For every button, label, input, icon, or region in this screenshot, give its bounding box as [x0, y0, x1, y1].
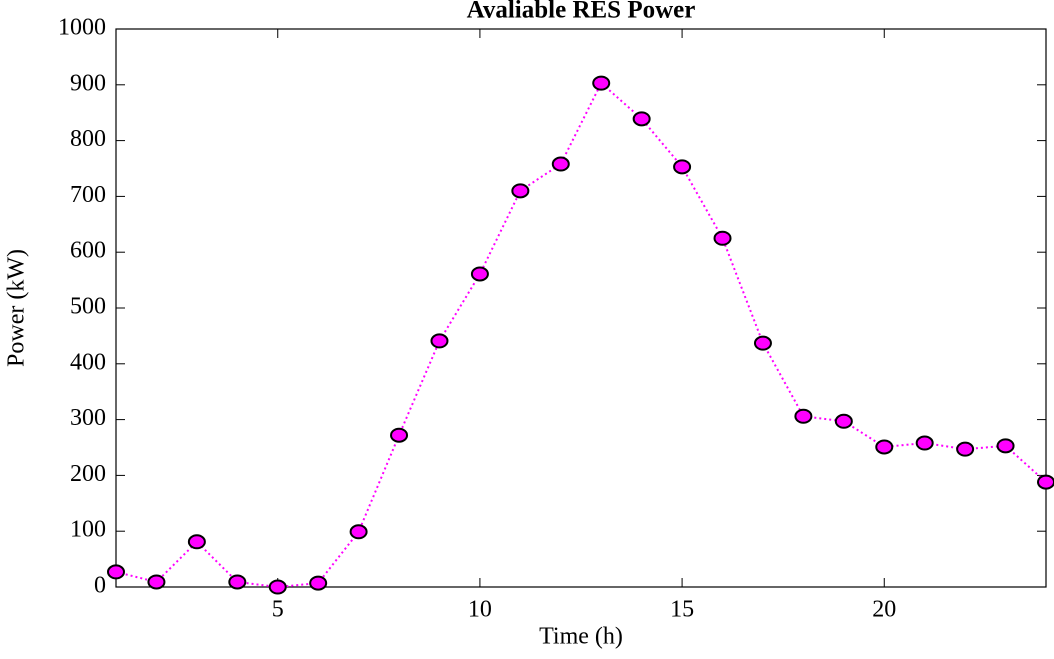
- y-tick-label: 900: [70, 70, 106, 96]
- marker: [592, 75, 611, 91]
- marker: [430, 333, 449, 349]
- marker: [875, 439, 894, 455]
- marker: [147, 574, 166, 590]
- marker: [915, 435, 934, 451]
- y-tick-label: 500: [70, 294, 106, 320]
- plot-frame: [115, 28, 1047, 588]
- x-tick-label: 10: [468, 597, 492, 623]
- y-tick-label: 700: [70, 182, 106, 208]
- y-tick-label: 1000: [58, 15, 106, 41]
- marker: [349, 524, 368, 540]
- marker: [996, 438, 1015, 454]
- marker: [713, 230, 732, 246]
- chart-title: Avaliable RES Power: [467, 0, 696, 24]
- marker: [268, 579, 287, 595]
- y-tick-label: 200: [70, 461, 106, 487]
- marker: [632, 111, 651, 127]
- x-tick-label: 15: [670, 597, 694, 623]
- marker: [309, 575, 328, 591]
- marker: [470, 266, 489, 282]
- marker: [834, 413, 853, 429]
- marker: [228, 574, 247, 590]
- marker: [107, 564, 125, 580]
- marker: [551, 156, 570, 172]
- marker: [753, 335, 772, 351]
- y-tick-label: 400: [70, 349, 106, 375]
- x-tick-label: 5: [272, 597, 284, 623]
- y-tick-label: 100: [70, 517, 106, 543]
- marker: [511, 183, 530, 199]
- y-axis-label: Power (kW): [4, 249, 30, 367]
- marker: [1037, 474, 1054, 490]
- x-axis-label: Time (h): [539, 624, 623, 650]
- series-line: [115, 81, 1047, 589]
- x-tick-label: 20: [872, 597, 896, 623]
- marker: [187, 534, 206, 550]
- y-tick-label: 300: [70, 405, 106, 431]
- marker: [673, 159, 692, 175]
- marker: [390, 427, 409, 443]
- y-tick-label: 0: [94, 573, 106, 599]
- marker: [956, 441, 975, 457]
- y-tick-label: 600: [70, 238, 106, 264]
- y-tick-label: 800: [70, 126, 106, 152]
- marker: [794, 408, 813, 424]
